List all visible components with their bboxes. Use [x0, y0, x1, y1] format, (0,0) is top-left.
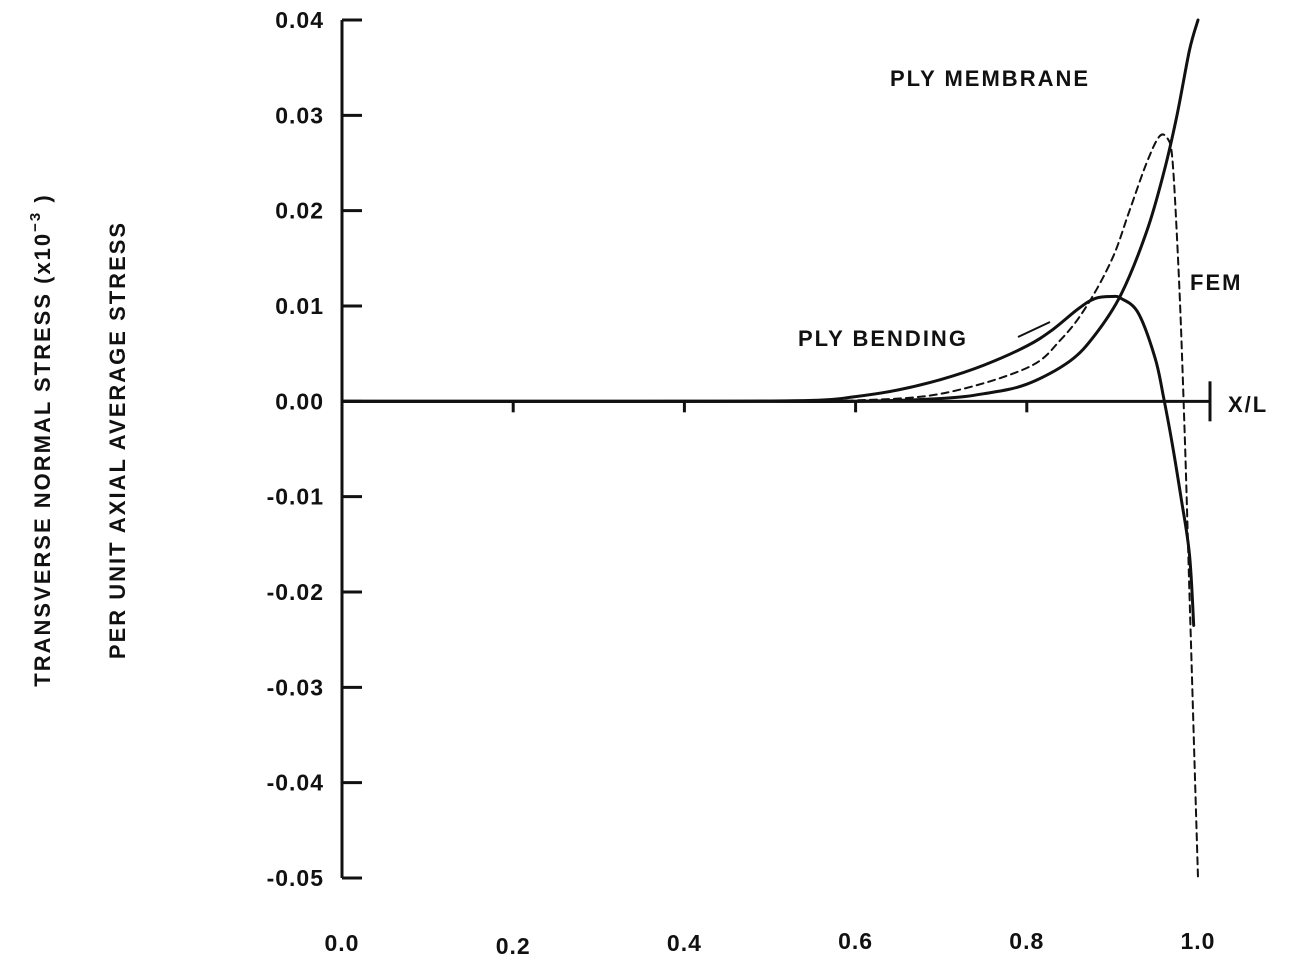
x-tick-label: 0.6 [838, 928, 873, 954]
label-ply-bending-leader [1017, 321, 1051, 338]
y-tick-label: -0.05 [267, 865, 324, 891]
y-tick-label: 0.04 [275, 7, 324, 33]
x-tick-label: 0.0 [325, 930, 360, 956]
y-tick-label: -0.03 [267, 674, 324, 700]
series-ply-bending-line [340, 294, 1196, 627]
y-axis-title-exponent: −3 [27, 211, 44, 232]
x-axis-title: X/L [1228, 392, 1268, 417]
y-tick-label: 0.03 [275, 102, 324, 128]
x-tick-label: 0.8 [1009, 928, 1044, 954]
y-tick-label: 0.02 [275, 198, 324, 224]
series-fem-line [341, 133, 1199, 879]
y-axis-title: TRANSVERSE NORMAL STRESS (x10−3 ) PER UN… [27, 193, 130, 686]
label-fem: FEM [1190, 270, 1242, 295]
x-tick-label: 0.2 [496, 933, 531, 959]
y-axis-title-line1: TRANSVERSE NORMAL STRESS (x10−3 ) [27, 193, 55, 686]
curve-labels: PLY MEMBRANE PLY BENDING FEM X/L [798, 66, 1268, 417]
curves [340, 18, 1200, 879]
label-ply-bending: PLY BENDING [798, 326, 968, 351]
label-ply-membrane: PLY MEMBRANE [890, 66, 1090, 91]
y-tick-label: -0.01 [267, 484, 324, 510]
y-axis-title-line2: PER UNIT AXIAL AVERAGE STRESS [105, 221, 130, 659]
y-tick-label: 0.01 [275, 293, 324, 319]
y-tick-label: -0.04 [267, 770, 324, 796]
y-tick-label: 0.00 [275, 388, 324, 414]
y-tick-label: -0.02 [267, 579, 324, 605]
x-tick-label: 0.4 [667, 930, 702, 956]
axes: 0.04 0.03 0.02 0.01 0.00 -0.01 -0.02 -0.03 -0.04… [267, 7, 1216, 959]
x-tick-label: 1.0 [1181, 928, 1216, 954]
